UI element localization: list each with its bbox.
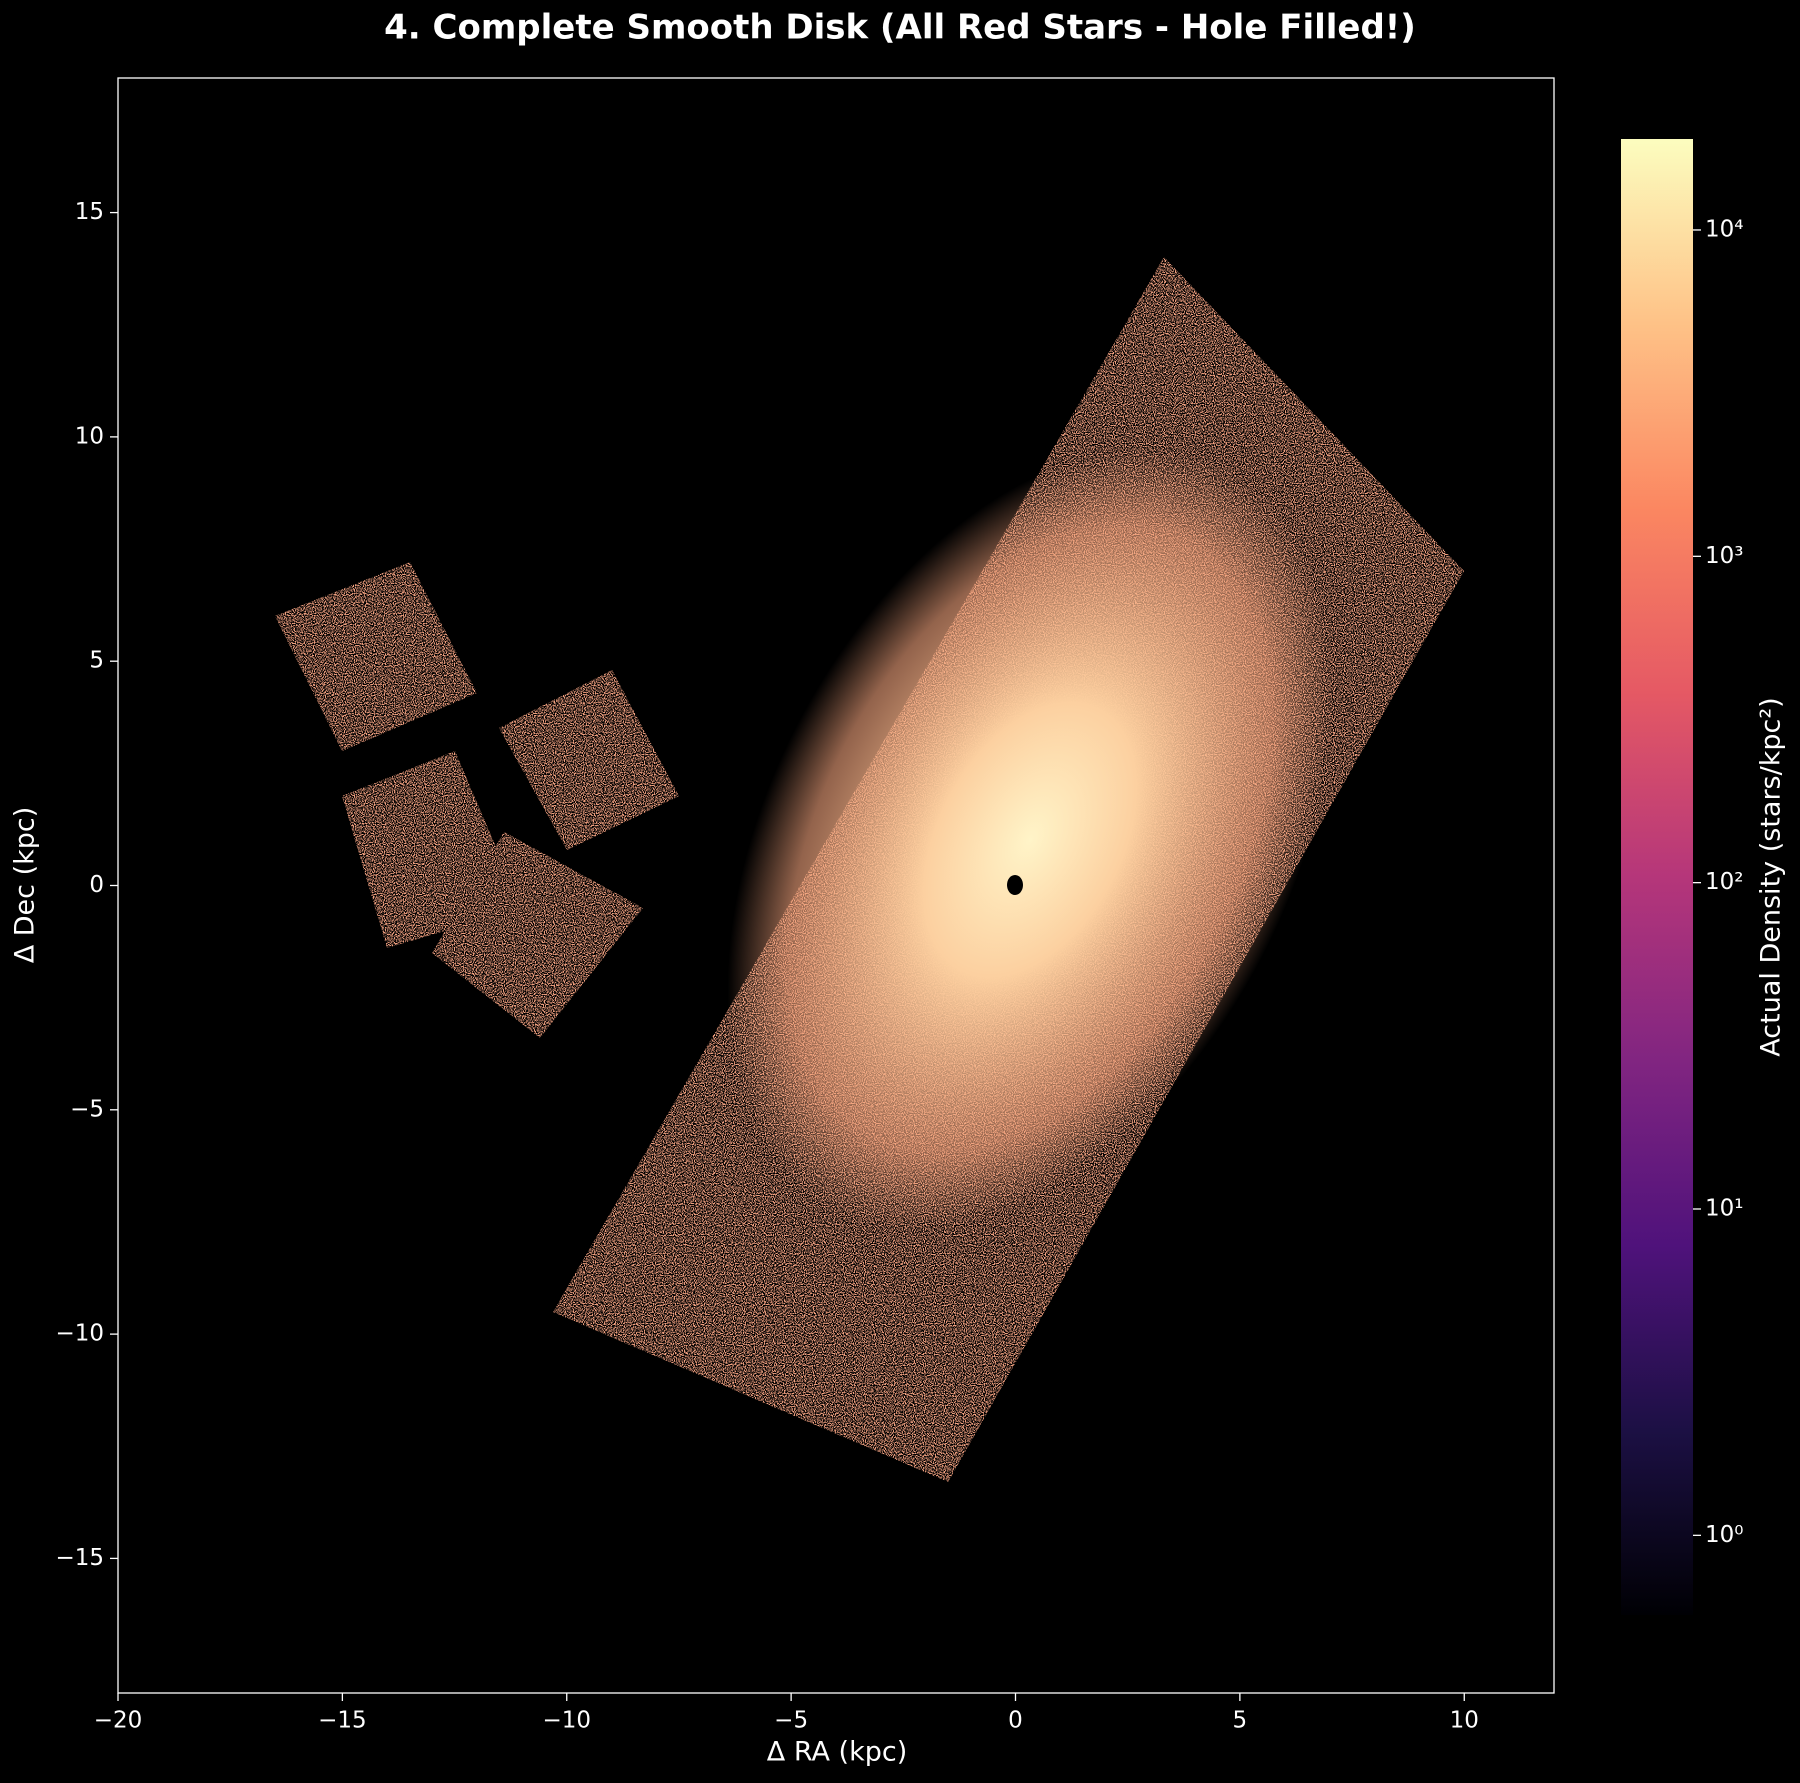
colorbar-tick-label: 10³ <box>1705 543 1744 569</box>
y-tick-label: 5 <box>89 648 104 674</box>
x-tick-label: 5 <box>1233 1708 1248 1734</box>
disk-core <box>727 449 1333 1231</box>
density-image <box>275 257 1464 1482</box>
core-gap <box>1007 875 1023 895</box>
colorbar-tick-label: 10⁰ <box>1705 1522 1744 1548</box>
satellite-field <box>499 670 679 850</box>
colorbar-tick-label: 10⁴ <box>1705 216 1744 242</box>
y-tick-label: 0 <box>89 872 104 898</box>
colorbar-label: Actual Density (stars/kpc²) <box>1756 697 1787 1056</box>
x-axis-label: Δ RA (kpc) <box>767 1737 907 1768</box>
y-axis-label: Δ Dec (kpc) <box>10 807 41 964</box>
y-tick-label: −5 <box>70 1096 104 1122</box>
x-tick-label: 10 <box>1450 1708 1479 1734</box>
x-tick-label: −5 <box>774 1708 808 1734</box>
satellite-field <box>432 832 643 1038</box>
x-tick-label: −15 <box>318 1708 367 1734</box>
colorbar-tick-label: 10¹ <box>1705 1195 1744 1221</box>
y-tick-label: −15 <box>55 1545 104 1571</box>
colorbar-tick-label: 10² <box>1705 869 1744 895</box>
y-tick-label: 15 <box>75 199 104 225</box>
y-tick-label: 10 <box>75 423 104 449</box>
x-tick-label: −20 <box>94 1708 143 1734</box>
colorbar <box>1621 139 1693 1615</box>
x-tick-label: −10 <box>542 1708 591 1734</box>
chart-title: 4. Complete Smooth Disk (All Red Stars -… <box>384 8 1416 48</box>
x-tick-label: 0 <box>1008 1708 1023 1734</box>
satellite-field <box>275 562 477 751</box>
y-tick-label: −10 <box>55 1321 104 1347</box>
